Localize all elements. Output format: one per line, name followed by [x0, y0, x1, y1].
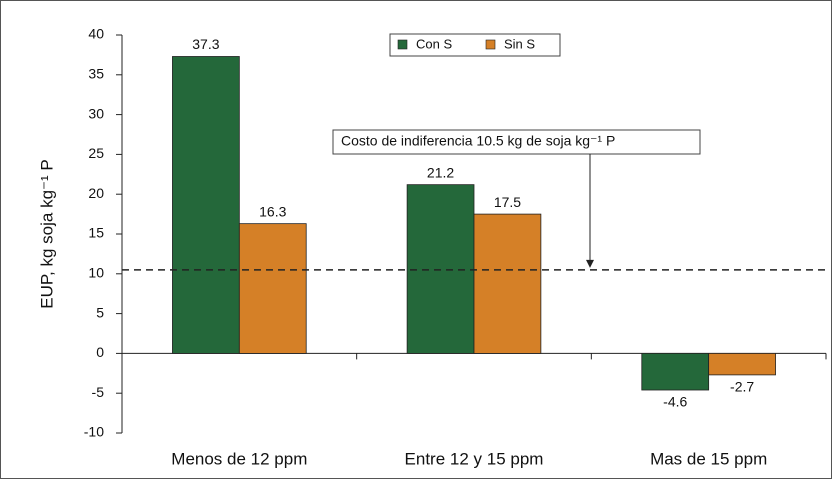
y-tick-label: 5 [96, 304, 104, 320]
bar [172, 56, 240, 354]
bar [406, 184, 475, 354]
value-label: 17.5 [494, 194, 521, 210]
arrow-head [586, 259, 594, 268]
x-tick-label: Entre 12 y 15 ppm [405, 449, 544, 468]
legend-swatch [397, 39, 408, 50]
bar [708, 352, 776, 376]
legend-box [389, 33, 561, 57]
x-tick-label: Mas de 15 ppm [650, 449, 767, 468]
value-label: 37.3 [192, 36, 219, 52]
y-tick-label: -5 [92, 384, 105, 400]
value-label: -2.7 [730, 379, 754, 395]
y-tick-label: 35 [88, 66, 104, 82]
annotation: Costo de indiferencia 10.5 kg de soja kg… [341, 133, 615, 149]
legend-label: Sin S [504, 36, 535, 51]
y-axis-label: EUP, kg soja kg⁻¹ P [37, 159, 56, 308]
y-tick-label: 30 [88, 105, 104, 121]
bar [238, 223, 307, 354]
y-tick-label: 40 [88, 26, 104, 42]
value-label: 21.2 [427, 164, 454, 180]
bar [473, 213, 542, 354]
bar [641, 352, 710, 391]
x-tick-label: Menos de 12 ppm [171, 449, 307, 468]
legend-label: Con S [416, 36, 452, 51]
value-label: -4.6 [663, 394, 687, 410]
y-tick-label: 15 [88, 225, 104, 241]
value-label: 16.3 [259, 203, 286, 219]
y-tick-label: 10 [88, 265, 104, 281]
y-tick-label: 0 [96, 344, 104, 360]
legend-swatch [485, 39, 496, 50]
annotation-box [332, 129, 701, 155]
y-tick-label: 20 [88, 185, 104, 201]
y-tick-label: -10 [84, 424, 104, 440]
y-tick-label: 25 [88, 145, 104, 161]
